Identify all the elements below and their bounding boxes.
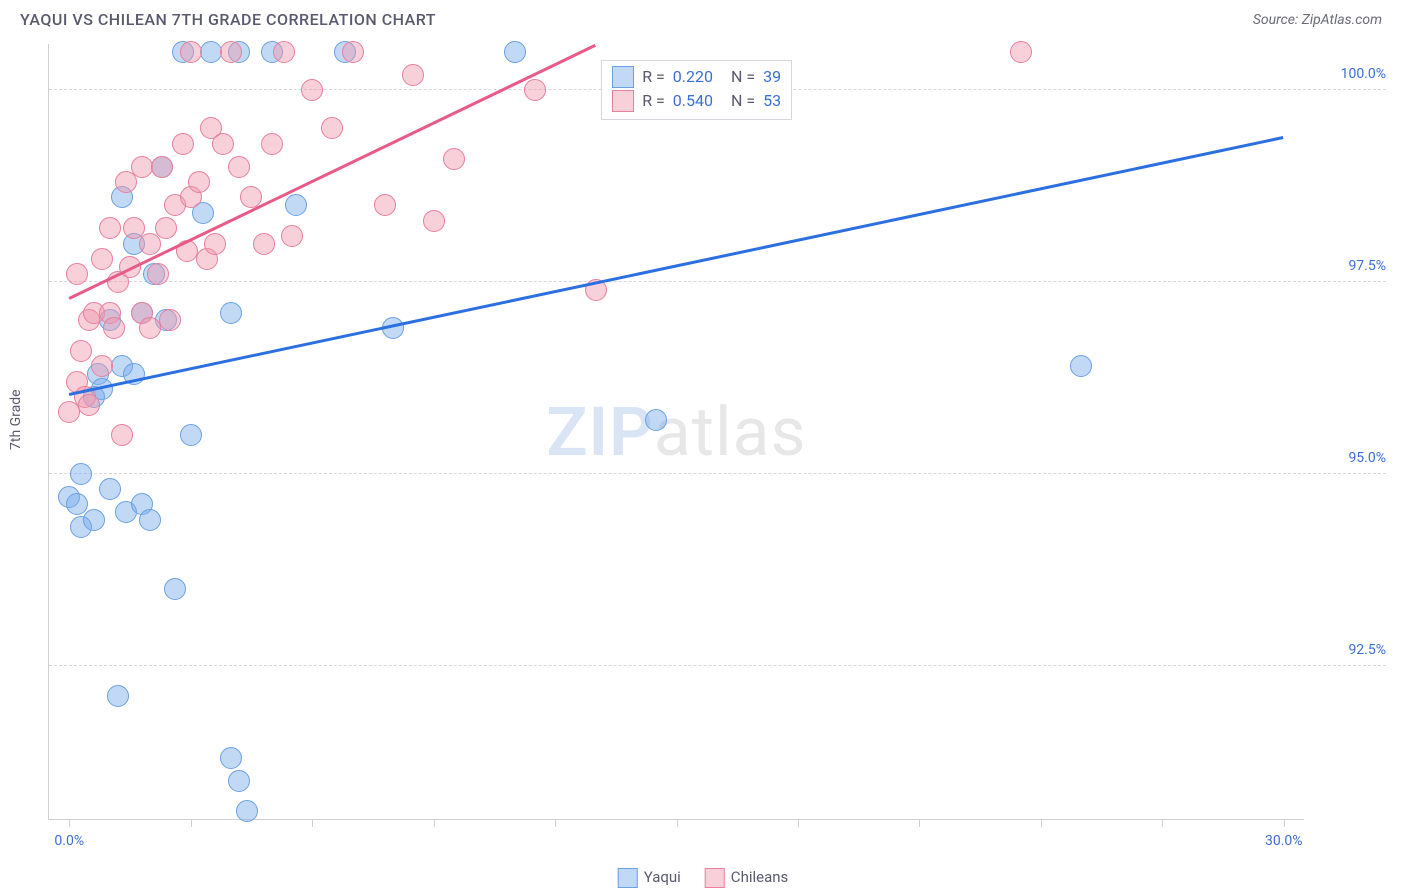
- scatter-point: [200, 41, 222, 63]
- scatter-point: [78, 394, 100, 416]
- scatter-point: [423, 210, 445, 232]
- x-tick: [1284, 819, 1285, 827]
- x-tick: [919, 819, 920, 827]
- legend-label: Yaqui: [644, 868, 681, 886]
- watermark-part2: atlas: [654, 392, 807, 472]
- x-tick: [312, 819, 313, 827]
- grid-line: [49, 473, 1386, 474]
- x-tick: [191, 819, 192, 827]
- scatter-point: [103, 317, 125, 339]
- x-tick: [677, 819, 678, 827]
- legend-n-value: 53: [763, 89, 781, 113]
- legend-swatch: [612, 66, 634, 88]
- watermark: ZIPatlas: [546, 392, 806, 472]
- bottom-legend-item: Yaqui: [618, 868, 681, 888]
- scatter-point: [301, 79, 323, 101]
- scatter-point: [172, 133, 194, 155]
- y-tick-label: 92.5%: [1314, 642, 1386, 658]
- bottom-legend: Yaqui Chileans: [618, 868, 789, 888]
- scatter-point: [236, 800, 258, 822]
- scatter-point: [180, 424, 202, 446]
- scatter-point: [374, 194, 396, 216]
- scatter-point: [188, 171, 210, 193]
- scatter-point: [285, 194, 307, 216]
- legend-row: R = 0.220 N = 39: [612, 65, 781, 89]
- trend-line: [69, 136, 1284, 395]
- scatter-point: [220, 41, 242, 63]
- scatter-point: [151, 156, 173, 178]
- scatter-point: [66, 263, 88, 285]
- scatter-point: [164, 578, 186, 600]
- scatter-point: [220, 302, 242, 324]
- scatter-point: [212, 133, 234, 155]
- x-tick-label-left: 0.0%: [54, 833, 84, 849]
- scatter-point: [402, 64, 424, 86]
- y-tick-label: 97.5%: [1314, 258, 1386, 274]
- scatter-point: [107, 685, 129, 707]
- scatter-point: [159, 309, 181, 331]
- bottom-legend-item: Chileans: [705, 868, 788, 888]
- scatter-point: [228, 770, 250, 792]
- scatter-point: [504, 41, 526, 63]
- scatter-point: [147, 263, 169, 285]
- scatter-point: [204, 233, 226, 255]
- legend-swatch: [618, 868, 638, 888]
- scatter-point: [443, 148, 465, 170]
- scatter-point: [273, 41, 295, 63]
- scatter-point: [111, 424, 133, 446]
- legend-n-value: 39: [763, 65, 781, 89]
- scatter-point: [139, 509, 161, 531]
- scatter-point: [91, 355, 113, 377]
- legend-r-value: 0.220: [673, 65, 713, 89]
- x-tick: [69, 819, 70, 827]
- source-attribution: Source: ZipAtlas.com: [1253, 12, 1382, 28]
- legend-r-label: R =: [642, 65, 665, 89]
- x-tick: [434, 819, 435, 827]
- grid-line: [49, 665, 1386, 666]
- scatter-point: [228, 156, 250, 178]
- legend-swatch: [612, 90, 634, 112]
- x-tick: [798, 819, 799, 827]
- scatter-point: [1070, 355, 1092, 377]
- legend-r-value: 0.540: [673, 89, 713, 113]
- correlation-legend: R = 0.220 N = 39 R = 0.540 N = 53: [601, 60, 792, 120]
- scatter-point: [99, 478, 121, 500]
- y-axis-label: 7th Grade: [8, 389, 24, 450]
- scatter-point: [220, 747, 242, 769]
- watermark-part1: ZIP: [546, 392, 653, 472]
- scatter-point: [645, 409, 667, 431]
- scatter-point: [70, 463, 92, 485]
- scatter-point: [91, 248, 113, 270]
- legend-n-label: N =: [731, 65, 755, 89]
- legend-n-label: N =: [731, 89, 755, 113]
- scatter-point: [342, 41, 364, 63]
- scatter-point: [253, 233, 275, 255]
- chart-title: YAQUI VS CHILEAN 7TH GRADE CORRELATION C…: [20, 10, 436, 29]
- plot-container: 7th Grade ZIPatlas 92.5%95.0%97.5%100.0%…: [20, 44, 1394, 856]
- legend-r-label: R =: [642, 89, 665, 113]
- scatter-point: [524, 79, 546, 101]
- scatter-point: [180, 41, 202, 63]
- plot-area: ZIPatlas 92.5%95.0%97.5%100.0%0.0%30.0%R…: [48, 44, 1304, 820]
- scatter-point: [281, 225, 303, 247]
- y-tick-label: 95.0%: [1314, 450, 1386, 466]
- scatter-point: [99, 217, 121, 239]
- scatter-point: [139, 317, 161, 339]
- x-tick: [1041, 819, 1042, 827]
- scatter-point: [155, 217, 177, 239]
- legend-swatch: [705, 868, 725, 888]
- x-tick: [1162, 819, 1163, 827]
- scatter-point: [83, 509, 105, 531]
- scatter-point: [70, 340, 92, 362]
- grid-line: [49, 281, 1386, 282]
- x-tick: [555, 819, 556, 827]
- x-tick-label-right: 30.0%: [1265, 833, 1303, 849]
- scatter-point: [321, 117, 343, 139]
- y-tick-label: 100.0%: [1314, 66, 1386, 82]
- scatter-point: [131, 156, 153, 178]
- legend-row: R = 0.540 N = 53: [612, 89, 781, 113]
- scatter-point: [1010, 41, 1032, 63]
- legend-label: Chileans: [731, 868, 788, 886]
- scatter-point: [261, 133, 283, 155]
